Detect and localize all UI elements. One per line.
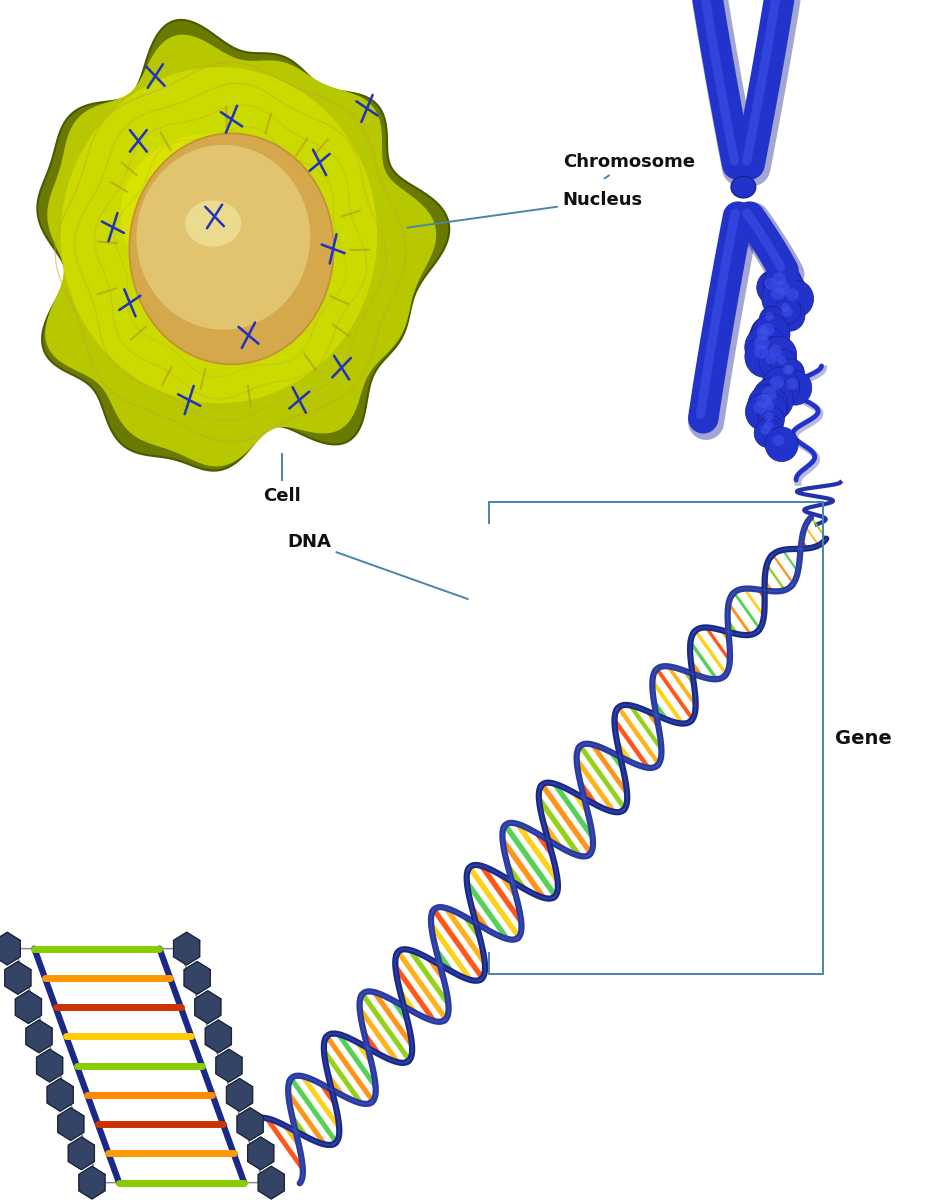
- Ellipse shape: [754, 419, 782, 448]
- Ellipse shape: [759, 306, 784, 332]
- Ellipse shape: [771, 287, 786, 300]
- Ellipse shape: [731, 176, 756, 198]
- Polygon shape: [15, 948, 263, 1183]
- Polygon shape: [26, 1020, 52, 1052]
- Ellipse shape: [185, 200, 241, 246]
- Ellipse shape: [758, 406, 785, 433]
- Ellipse shape: [136, 145, 311, 330]
- Text: Cell: Cell: [263, 487, 301, 505]
- Polygon shape: [195, 991, 221, 1024]
- Ellipse shape: [777, 280, 814, 318]
- Ellipse shape: [764, 278, 776, 289]
- Ellipse shape: [754, 344, 769, 359]
- Ellipse shape: [763, 263, 802, 304]
- Ellipse shape: [769, 344, 782, 358]
- Ellipse shape: [777, 355, 787, 365]
- Polygon shape: [61, 67, 377, 403]
- Polygon shape: [258, 1166, 284, 1199]
- Ellipse shape: [757, 329, 769, 340]
- Polygon shape: [69, 1138, 94, 1170]
- Ellipse shape: [774, 281, 789, 295]
- Ellipse shape: [776, 359, 804, 388]
- Ellipse shape: [765, 312, 774, 320]
- Ellipse shape: [783, 365, 792, 374]
- Ellipse shape: [757, 394, 787, 425]
- Polygon shape: [57, 1108, 84, 1140]
- Ellipse shape: [757, 270, 789, 305]
- Ellipse shape: [786, 378, 798, 390]
- Ellipse shape: [775, 296, 801, 324]
- Ellipse shape: [770, 376, 784, 389]
- Polygon shape: [15, 991, 41, 1024]
- Polygon shape: [205, 1020, 231, 1052]
- Ellipse shape: [748, 384, 788, 427]
- Polygon shape: [247, 1138, 274, 1170]
- Polygon shape: [37, 1049, 63, 1082]
- Polygon shape: [237, 1108, 263, 1140]
- Ellipse shape: [764, 412, 774, 421]
- Polygon shape: [215, 1049, 242, 1082]
- Ellipse shape: [751, 318, 778, 347]
- Ellipse shape: [766, 354, 776, 365]
- Ellipse shape: [765, 271, 806, 314]
- Polygon shape: [184, 961, 210, 994]
- Ellipse shape: [758, 325, 767, 335]
- Ellipse shape: [774, 300, 805, 331]
- Ellipse shape: [754, 402, 767, 414]
- Ellipse shape: [782, 306, 792, 317]
- Ellipse shape: [771, 349, 797, 377]
- Ellipse shape: [765, 427, 798, 462]
- Polygon shape: [38, 20, 449, 470]
- Ellipse shape: [757, 394, 772, 408]
- Text: Gene: Gene: [835, 728, 891, 748]
- Polygon shape: [45, 35, 437, 467]
- Ellipse shape: [761, 367, 800, 407]
- Ellipse shape: [773, 272, 786, 286]
- Ellipse shape: [745, 336, 785, 378]
- Polygon shape: [120, 134, 295, 294]
- Polygon shape: [47, 1079, 73, 1111]
- Ellipse shape: [760, 336, 797, 373]
- Ellipse shape: [762, 277, 802, 319]
- Polygon shape: [79, 1166, 105, 1199]
- Text: Nucleus: Nucleus: [407, 191, 643, 228]
- Polygon shape: [173, 932, 199, 965]
- Ellipse shape: [763, 400, 774, 410]
- Polygon shape: [227, 1079, 252, 1111]
- Polygon shape: [0, 932, 21, 965]
- Ellipse shape: [773, 434, 785, 446]
- Ellipse shape: [778, 371, 812, 406]
- Polygon shape: [5, 961, 31, 994]
- Ellipse shape: [752, 314, 789, 354]
- Ellipse shape: [760, 425, 771, 434]
- Ellipse shape: [786, 288, 799, 301]
- Text: DNA: DNA: [287, 533, 468, 599]
- Ellipse shape: [785, 365, 794, 374]
- Ellipse shape: [754, 335, 769, 349]
- Ellipse shape: [752, 378, 793, 421]
- Ellipse shape: [764, 421, 774, 430]
- Ellipse shape: [745, 394, 781, 431]
- Ellipse shape: [129, 133, 334, 365]
- Ellipse shape: [760, 323, 774, 336]
- Ellipse shape: [758, 347, 789, 378]
- Ellipse shape: [744, 325, 786, 368]
- Ellipse shape: [779, 359, 805, 385]
- Ellipse shape: [761, 388, 776, 402]
- Text: Chromosome: Chromosome: [563, 152, 694, 179]
- Ellipse shape: [781, 302, 790, 312]
- Ellipse shape: [758, 415, 783, 442]
- Ellipse shape: [749, 320, 782, 355]
